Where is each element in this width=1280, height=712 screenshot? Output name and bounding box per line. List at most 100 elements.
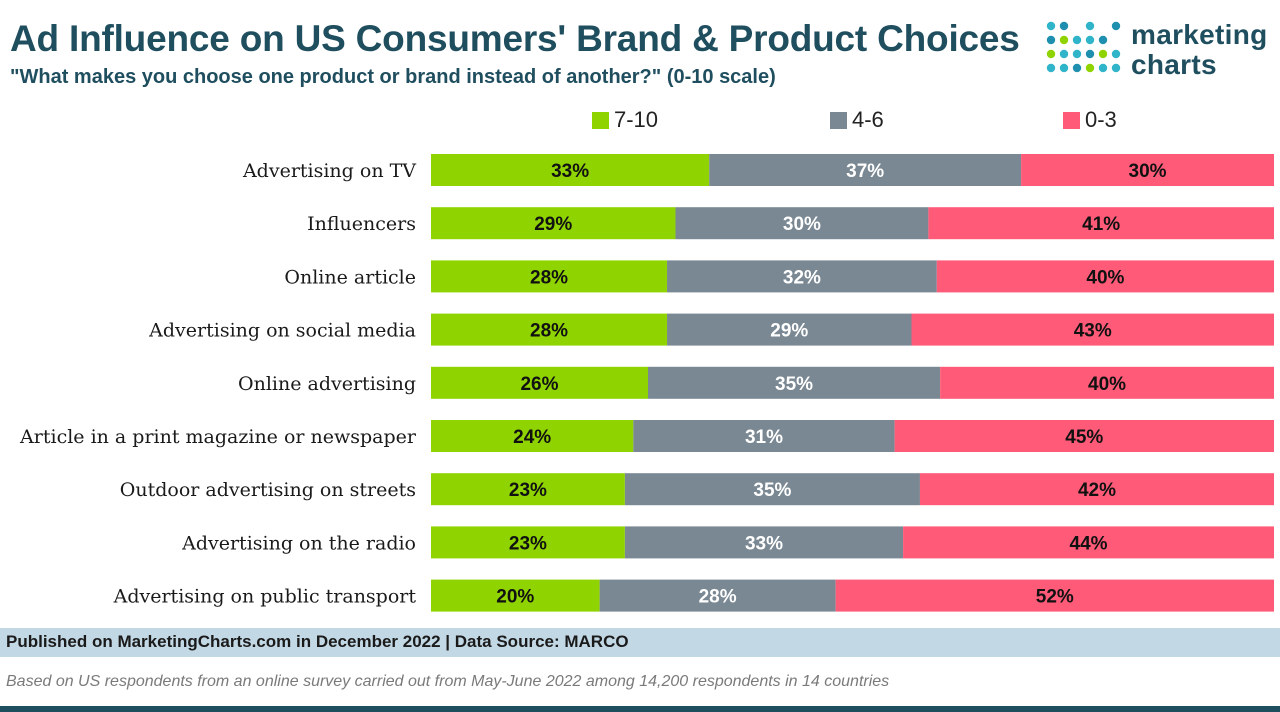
logo-dot (1059, 21, 1069, 31)
bar-segment-7-10 (431, 473, 625, 506)
data-label: 20% (496, 587, 534, 608)
bottom-rule (0, 706, 1280, 712)
category-label: Advertising on public transport (113, 586, 417, 608)
bar-segment-7-10 (431, 154, 710, 186)
logo-dot (1046, 49, 1056, 59)
legend-item-7-10: 7-10 (592, 107, 658, 133)
data-label: 41% (1082, 214, 1120, 235)
legend-label-0-3: 0-3 (1085, 107, 1117, 132)
legend-swatch-gray (830, 111, 847, 129)
bar-segment-7-10 (431, 260, 668, 293)
bar-segment-0-3 (1021, 154, 1274, 186)
logo-dot (1059, 49, 1069, 59)
data-label: 40% (1086, 267, 1124, 288)
bar-segment-4-6 (599, 579, 836, 612)
logo-dot (1059, 63, 1069, 73)
logo-dot (1085, 21, 1095, 31)
logo-dot (1111, 63, 1121, 73)
data-label: 28% (530, 321, 568, 342)
logo-dot (1072, 35, 1082, 45)
data-label: 45% (1065, 427, 1103, 448)
bar-segment-7-10 (431, 420, 634, 452)
logo-dot (1098, 49, 1108, 59)
bar-segment-4-6 (633, 420, 895, 452)
logo-dot (1098, 63, 1108, 73)
bar-segment-7-10 (431, 579, 600, 612)
data-label: 37% (846, 161, 884, 182)
bar-segment-4-6 (624, 526, 904, 559)
logo-dot (1072, 63, 1082, 73)
bar-segment-4-6 (709, 154, 1022, 186)
data-label: 43% (1074, 321, 1112, 342)
bar-segment-0-3 (894, 420, 1274, 452)
bar-segment-4-6 (667, 313, 912, 346)
logo-dot (1085, 63, 1095, 73)
data-label: 28% (699, 587, 737, 608)
category-label: Advertising on the radio (181, 532, 416, 554)
data-label: 29% (770, 321, 808, 342)
data-label: 35% (753, 480, 791, 501)
logo-line-1: marketing (1131, 19, 1268, 50)
bar-segment-0-3 (940, 366, 1274, 399)
logo-dot (1085, 35, 1095, 45)
data-label: 30% (783, 214, 821, 235)
bar-segment-4-6 (675, 207, 929, 240)
logo-dot (1111, 49, 1121, 59)
bar-segment-0-3 (911, 313, 1274, 346)
category-label: Online article (284, 266, 416, 288)
category-label: Advertising on social media (148, 320, 416, 342)
category-label: Influencers (307, 213, 416, 235)
data-label: 24% (513, 427, 551, 448)
legend-label-7-10: 7-10 (614, 107, 659, 132)
data-label: 26% (520, 374, 558, 395)
data-label: 33% (745, 533, 783, 554)
logo-dot (1046, 35, 1056, 45)
logo-dot (1046, 63, 1056, 73)
bar-segment-7-10 (431, 207, 676, 240)
data-label: 29% (534, 214, 572, 235)
bar-segment-4-6 (648, 366, 941, 399)
data-label: 40% (1088, 374, 1126, 395)
category-label: Article in a print magazine or newspaper (19, 426, 417, 448)
data-label: 30% (1129, 161, 1167, 182)
footer-source-bar: Published on MarketingCharts.com in Dece… (0, 628, 1280, 657)
bar-segment-4-6 (667, 260, 937, 293)
bar-segment-0-3 (903, 526, 1274, 559)
marketingcharts-logo: marketing charts (1045, 18, 1280, 88)
footer-source-text: Published on MarketingCharts.com in Dece… (6, 632, 629, 651)
data-label: 31% (745, 427, 783, 448)
logo-dot (1085, 49, 1095, 59)
data-label: 23% (509, 533, 547, 554)
chart-subtitle: "What makes you choose one product or br… (10, 66, 776, 88)
data-label: 23% (509, 480, 547, 501)
bar-segment-0-3 (928, 207, 1274, 240)
data-label: 28% (530, 267, 568, 288)
data-label: 32% (783, 267, 821, 288)
data-label: 42% (1078, 480, 1116, 501)
bar-segment-7-10 (431, 366, 649, 399)
bar-segment-0-3 (936, 260, 1274, 293)
chart-title: Ad Influence on US Consumers' Brand & Pr… (10, 18, 1020, 59)
bar-segment-7-10 (431, 526, 625, 559)
logo-dot (1111, 21, 1121, 31)
logo-line-2: charts (1131, 49, 1217, 80)
data-label: 33% (551, 161, 589, 182)
bar-segment-4-6 (624, 473, 920, 506)
data-label: 44% (1070, 533, 1108, 554)
logo-dot (1046, 21, 1056, 31)
legend-swatch-pink (1063, 111, 1080, 129)
legend-item-0-3: 0-3 (1063, 107, 1117, 133)
logo-dot (1072, 49, 1082, 59)
category-label: Outdoor advertising on streets (120, 479, 416, 501)
logo-text: marketing charts (1131, 20, 1268, 80)
data-label: 52% (1036, 587, 1074, 608)
bar-segment-7-10 (431, 313, 668, 346)
legend-label-4-6: 4-6 (852, 107, 884, 132)
logo-dot (1098, 35, 1108, 45)
legend-item-4-6: 4-6 (830, 107, 884, 133)
logo-dot (1059, 35, 1069, 45)
category-label: Advertising on TV (242, 160, 416, 182)
data-label: 35% (775, 374, 813, 395)
category-label: Online advertising (238, 373, 416, 395)
